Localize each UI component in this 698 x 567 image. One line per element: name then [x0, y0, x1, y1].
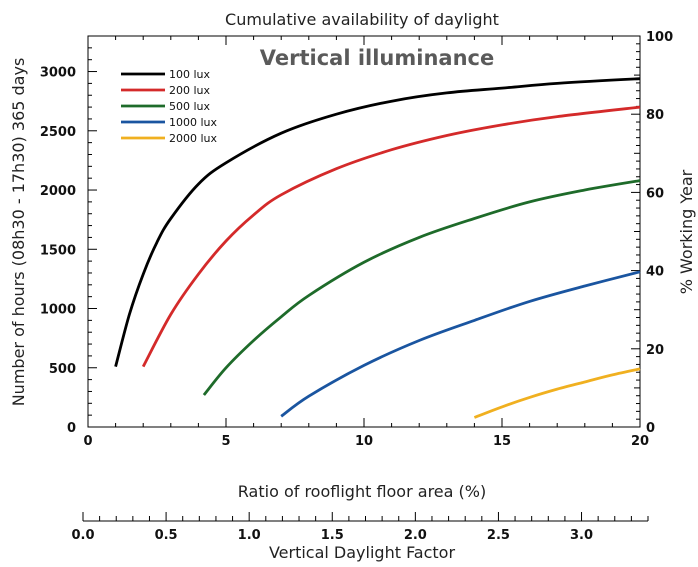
y-tick-label: 1500 [40, 243, 76, 258]
y-tick-label: 2000 [40, 184, 76, 199]
x-tick-label: 20 [631, 434, 649, 449]
series-line-1000-lux [280, 270, 641, 418]
x-tick-label: 10 [355, 434, 373, 449]
legend-label: 2000 lux [169, 132, 218, 145]
x-tick-label: 0 [83, 434, 92, 449]
y2-tick-label: 80 [646, 108, 664, 123]
y-tick-label: 1000 [40, 303, 76, 318]
y2-tick-label: 0 [646, 421, 655, 436]
x-axis-label: Ratio of rooflight floor area (%) [238, 482, 486, 501]
x2-tick-label: 0.5 [155, 528, 178, 543]
legend-label: 200 lux [169, 84, 211, 97]
y-axis-label: Number of hours (08h30 - 17h30) 365 days [9, 58, 28, 407]
legend-label: 100 lux [169, 68, 211, 81]
x2-tick-label: 1.0 [238, 528, 261, 543]
legend-label: 500 lux [169, 100, 211, 113]
x-tick-label: 5 [221, 434, 230, 449]
series-layer [114, 77, 641, 419]
y2-tick-label: 20 [646, 343, 664, 358]
legend: 100 lux 200 lux 500 lux 1000 lux 2000 lux [121, 68, 218, 145]
x2-tick-label: 2.5 [487, 528, 510, 543]
chart-subtitle: Vertical illuminance [260, 46, 494, 70]
series-line-2000-lux [473, 367, 641, 419]
x2-tick-label: 1.5 [321, 528, 344, 543]
x2-tick-label: 3.0 [570, 528, 593, 543]
y-tick-label: 500 [49, 362, 76, 377]
y2-tick-label: 60 [646, 186, 664, 201]
y2-tick-label: 40 [646, 265, 664, 280]
y2-tick-label: 100 [646, 30, 673, 45]
y-tick-label: 3000 [40, 66, 76, 81]
series-line-200-lux [141, 105, 641, 368]
x2-axis-label: Vertical Daylight Factor [269, 543, 456, 562]
y-tick-label: 0 [67, 421, 76, 436]
x2-tick-label: 0.0 [71, 528, 94, 543]
x-tick-label: 15 [493, 434, 511, 449]
y2-axis-label: % Working Year [677, 169, 696, 294]
x2-tick-label: 2.0 [404, 528, 427, 543]
series-line-500-lux [202, 179, 641, 396]
y-tick-label: 2500 [40, 125, 76, 140]
legend-label: 1000 lux [169, 116, 218, 129]
series-line-100-lux [114, 77, 641, 367]
chart-title: Cumulative availability of daylight [225, 10, 499, 29]
